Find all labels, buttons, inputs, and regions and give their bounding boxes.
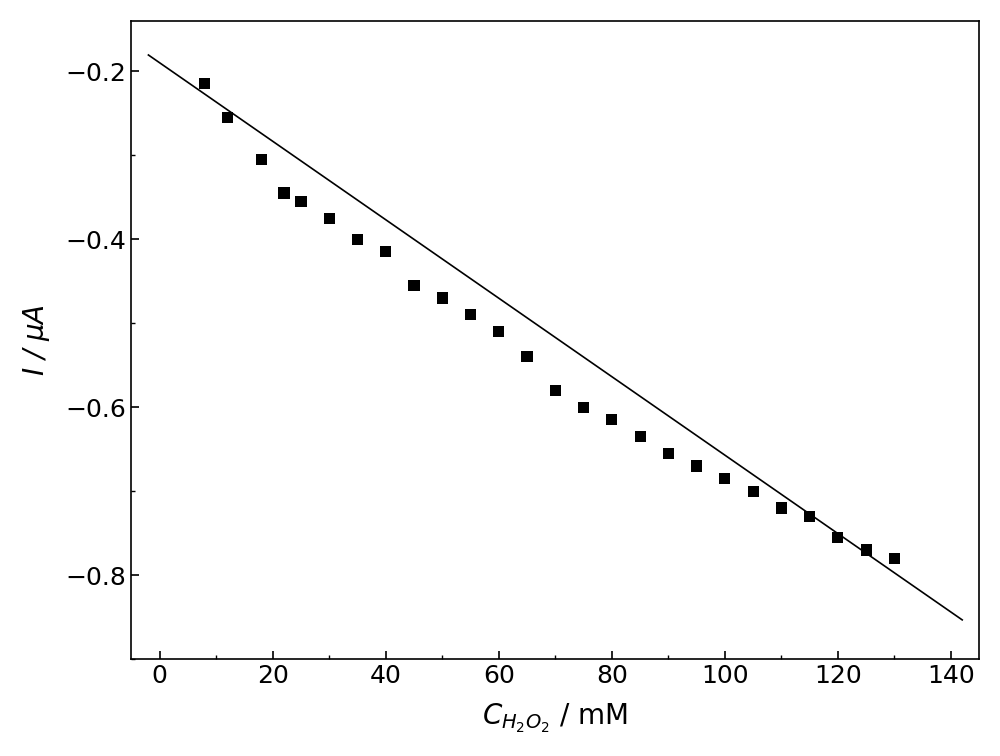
Point [406, 280, 422, 292]
Point [660, 448, 676, 460]
Point [547, 384, 563, 396]
Point [220, 111, 236, 123]
Point [604, 414, 620, 426]
Point [350, 233, 366, 245]
Point [773, 502, 789, 514]
Point [197, 78, 213, 90]
Y-axis label: $I$ / μA: $I$ / μA [21, 304, 52, 376]
Point [858, 544, 874, 556]
Point [463, 308, 479, 321]
X-axis label: $C_{H_2O_2}$ / mM: $C_{H_2O_2}$ / mM [482, 702, 628, 735]
Point [802, 510, 818, 522]
Point [745, 485, 761, 497]
Point [632, 431, 648, 443]
Point [717, 472, 733, 485]
Point [519, 351, 535, 363]
Point [253, 153, 269, 166]
Point [321, 212, 337, 225]
Point [276, 187, 292, 199]
Point [434, 292, 450, 304]
Point [378, 246, 394, 258]
Point [886, 553, 902, 565]
Point [293, 195, 309, 207]
Point [689, 460, 705, 472]
Point [491, 326, 507, 338]
Point [830, 531, 846, 544]
Point [576, 401, 592, 414]
